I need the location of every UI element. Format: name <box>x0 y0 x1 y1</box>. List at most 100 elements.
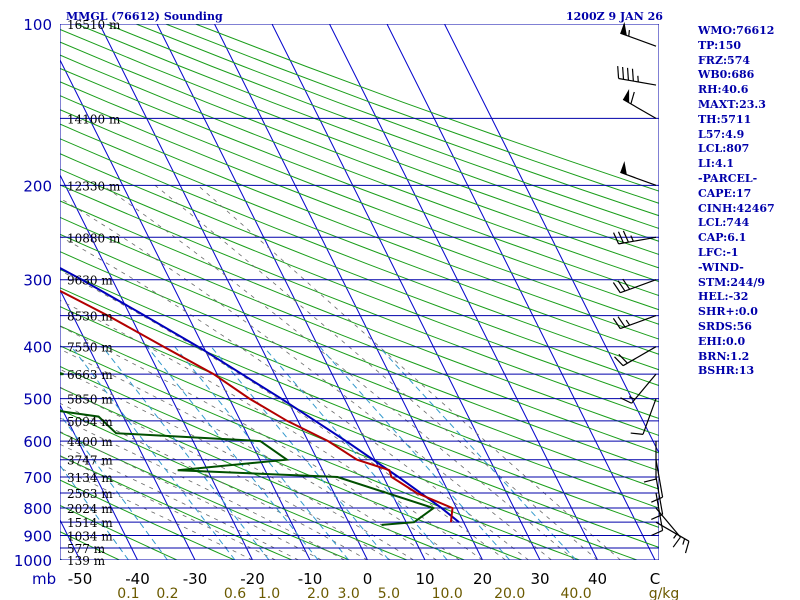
mixing-ratio-line <box>102 346 270 560</box>
temperature-tick-label: 40 <box>588 570 607 588</box>
moist-adiabat-line <box>60 386 391 560</box>
wind-barb <box>620 21 657 47</box>
profile-lines <box>60 266 460 526</box>
mixing-ratio-line <box>60 464 129 560</box>
pressure-tick-label: 100 <box>23 16 52 34</box>
pressure-tick-label: 500 <box>23 391 52 409</box>
index-item: WB0:686 <box>698 68 755 82</box>
height-label: 1034 m <box>67 529 113 543</box>
wind-barb-flag <box>622 230 629 243</box>
wind-barb <box>620 373 657 404</box>
isotherm-line <box>214 24 483 560</box>
isotherm-line <box>0 24 23 560</box>
wind-barb-staff <box>622 346 657 367</box>
wind-barb <box>614 346 657 367</box>
temperature-tick-label: 0 <box>363 570 373 588</box>
mixing-ratio-label: 3.0 <box>337 586 359 600</box>
index-item: FRZ:574 <box>698 53 751 67</box>
height-label: 3134 m <box>67 471 113 485</box>
index-item: CINH:42467 <box>698 201 775 215</box>
temperature-tick-labels: -50 -40 -30 -20 -10 0 10 20 30 40 C <box>68 570 660 588</box>
mixing-ratio-line <box>174 346 349 560</box>
wind-barb-flag <box>651 529 663 537</box>
moist-adiabat-line <box>60 269 506 560</box>
mixing-ratio-label: 2.0 <box>307 586 329 600</box>
index-item: HEL:-32 <box>698 290 749 304</box>
isotherm-line <box>329 24 598 560</box>
wind-barb <box>612 278 657 294</box>
wind-barb-flag <box>617 280 626 292</box>
temperature-tick-label: 10 <box>415 570 434 588</box>
index-item: BRN:1.2 <box>698 349 750 363</box>
wind-barb-flag <box>651 513 663 520</box>
wind-barb <box>617 66 657 86</box>
dry-adiabat-line <box>60 153 659 387</box>
height-label: 7550 m <box>67 341 113 355</box>
wind-barb-staff <box>655 476 664 515</box>
pressure-tick-label: 700 <box>23 469 52 487</box>
wind-barb-half-flag <box>628 30 630 37</box>
isotherm-line <box>156 24 426 560</box>
dewpoint-trace <box>60 371 436 526</box>
pressure-tick-label: 400 <box>23 339 52 357</box>
temperature-trace <box>60 289 454 523</box>
index-item: LFC:-1 <box>698 245 739 259</box>
wind-barb-staff <box>642 398 657 435</box>
index-item: TP:150 <box>698 38 742 52</box>
temperature-tick-label: -50 <box>68 570 93 588</box>
index-item: STM:244/9 <box>698 275 765 289</box>
moist-adiabat-line <box>60 368 414 560</box>
index-item: CAPE:17 <box>698 186 752 200</box>
wind-barb-flag <box>614 356 624 367</box>
wind-barb <box>643 441 657 483</box>
mixing-ratio-unit: g/kg <box>649 586 680 600</box>
index-item: TH:5711 <box>698 112 752 126</box>
isotherm-line <box>99 24 368 560</box>
mixing-ratio-line <box>263 346 448 560</box>
wind-barb-flag <box>684 541 690 554</box>
index-item: LCL:807 <box>698 142 750 156</box>
mixing-ratio-labels: 0.1 0.2 0.6 1.0 2.0 3.0 5.0 10.0 20.0 40.0 g/kg <box>117 586 679 600</box>
wind-barb-pennant <box>620 161 627 175</box>
wind-barb <box>622 88 657 119</box>
index-item: SHR+:0.0 <box>698 305 758 319</box>
temperature-tick-label: 30 <box>530 570 549 588</box>
height-label: 2563 m <box>67 487 113 501</box>
wind-barb <box>651 476 664 520</box>
pressure-tick-label: 800 <box>23 500 52 518</box>
wind-barb-flag <box>626 67 630 81</box>
isotherm-line <box>386 24 656 560</box>
wind-barb-flag <box>643 478 657 483</box>
wind-barb-staff <box>618 77 657 86</box>
wind-barb-flag <box>617 66 620 79</box>
valid-time: 1200Z 9 JAN 26 <box>566 10 663 23</box>
wind-barb-staff <box>655 459 664 498</box>
wind-barb-staff <box>631 373 657 404</box>
wind-barb-flag <box>612 318 621 329</box>
index-item: CAP:6.1 <box>698 231 747 245</box>
isotherm-line <box>271 24 541 560</box>
height-label: 3747 m <box>67 454 113 468</box>
indices-panel: WMO:76612 TP:150 FRZ:574 WB0:686 RH:40.6 MAXT… <box>698 24 798 379</box>
wind-barb-flag <box>617 316 626 328</box>
wind-barb-half-flag <box>628 396 636 400</box>
parcel-trace <box>60 266 460 523</box>
mixing-ratio-line <box>378 346 577 560</box>
wind-barb-staff <box>655 521 690 542</box>
height-label: 14100 m <box>67 112 121 126</box>
height-label: 6663 m <box>67 368 113 382</box>
index-item: WMO:76612 <box>698 24 775 37</box>
mixing-ratio-label: 5.0 <box>378 586 400 600</box>
index-item: MAXT:23.3 <box>698 97 766 111</box>
wind-barb-staff <box>618 236 657 245</box>
chart-title: MMGL (76612) Sounding <box>66 10 223 23</box>
index-item: -WIND- <box>698 260 744 274</box>
wind-barb-flag <box>622 278 631 290</box>
height-label: 577 m <box>67 542 106 556</box>
mixing-ratio-line <box>210 346 390 560</box>
wind-barb-half-flag <box>630 235 634 242</box>
height-label: 10880 m <box>67 231 121 245</box>
wind-barb-flag <box>631 68 634 82</box>
wind-barb-flag <box>672 536 681 548</box>
